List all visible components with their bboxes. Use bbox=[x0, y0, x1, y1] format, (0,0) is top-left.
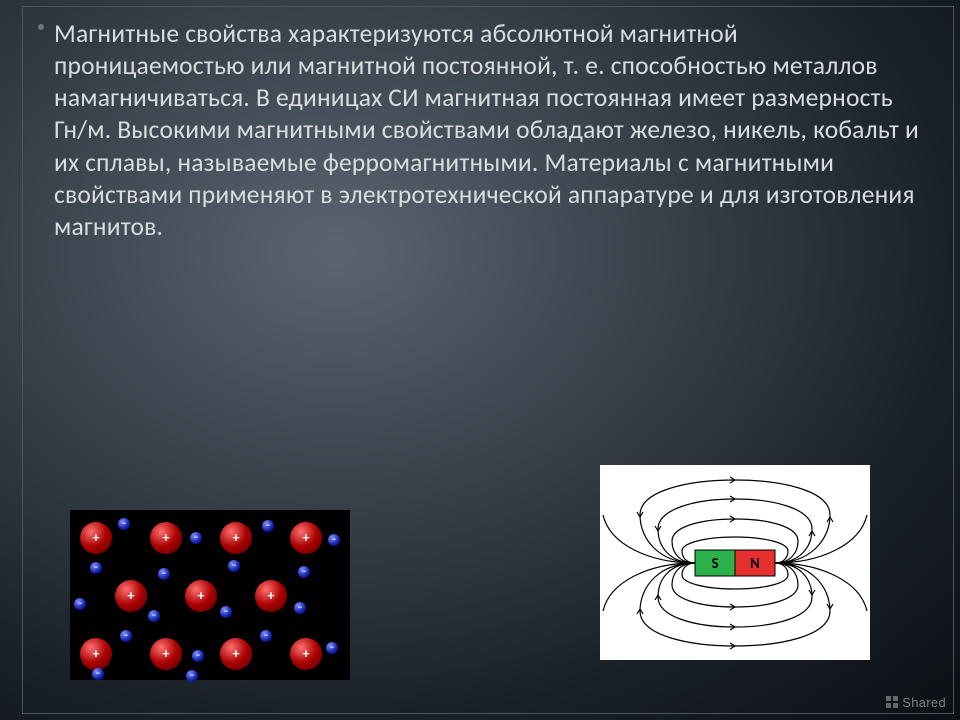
electron-icon bbox=[326, 642, 338, 654]
watermark-text: Shared bbox=[902, 695, 946, 710]
nucleus-icon bbox=[185, 580, 217, 612]
electron-icon bbox=[158, 568, 170, 580]
nucleus-icon bbox=[290, 638, 322, 670]
atoms-diagram bbox=[70, 510, 350, 680]
electron-icon bbox=[328, 534, 340, 546]
electron-icon bbox=[262, 520, 274, 532]
electron-icon bbox=[298, 566, 310, 578]
watermark: Shared bbox=[885, 695, 946, 710]
bullet-icon bbox=[38, 24, 44, 30]
electron-icon bbox=[148, 610, 160, 622]
electron-icon bbox=[260, 630, 272, 642]
electron-icon bbox=[228, 560, 240, 572]
electron-icon bbox=[90, 562, 102, 574]
nucleus-icon bbox=[220, 638, 252, 670]
nucleus-icon bbox=[115, 580, 147, 612]
body-text: Магнитные свойства характеризуются абсол… bbox=[54, 18, 930, 243]
nucleus-icon bbox=[220, 522, 252, 554]
svg-text:N: N bbox=[750, 555, 760, 573]
electron-icon bbox=[186, 670, 198, 682]
electron-icon bbox=[190, 532, 202, 544]
electron-icon bbox=[120, 630, 132, 642]
nucleus-icon bbox=[80, 638, 112, 670]
electron-icon bbox=[74, 598, 86, 610]
svg-text:S: S bbox=[711, 555, 718, 573]
nucleus-icon bbox=[255, 580, 287, 612]
electron-icon bbox=[192, 650, 204, 662]
nucleus-icon bbox=[150, 638, 182, 670]
electron-icon bbox=[92, 668, 104, 680]
electron-icon bbox=[118, 518, 130, 530]
nucleus-icon bbox=[80, 522, 112, 554]
nucleus-icon bbox=[150, 522, 182, 554]
electron-icon bbox=[294, 602, 306, 614]
nucleus-icon bbox=[290, 522, 322, 554]
electron-icon bbox=[220, 606, 232, 618]
magnet-field-diagram: SN bbox=[600, 465, 870, 660]
